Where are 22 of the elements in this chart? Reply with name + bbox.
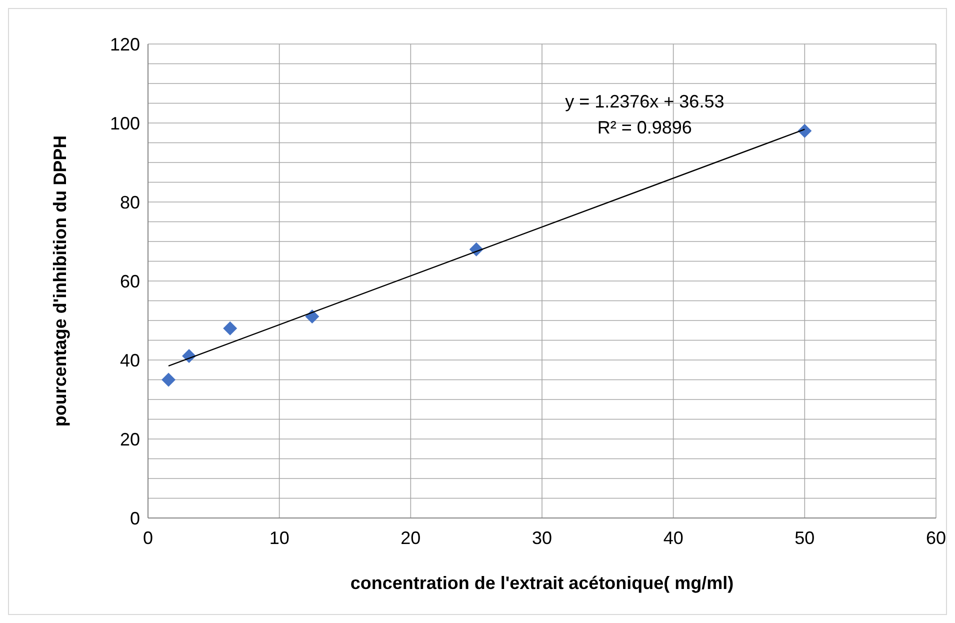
y-tick-label: 40 [120, 350, 140, 370]
point [162, 372, 176, 387]
x-tick-label: 30 [532, 528, 552, 548]
y-tick-label: 80 [120, 192, 140, 212]
x-tick-label: 40 [663, 528, 684, 548]
x-tick-label: 20 [400, 528, 421, 548]
point [305, 310, 320, 324]
x-tick-label: 10 [269, 528, 290, 548]
y-tick-label: 20 [120, 429, 140, 450]
x-tick-label: 50 [794, 528, 815, 548]
point [223, 321, 238, 336]
point [798, 124, 812, 138]
y-tick-label: 100 [110, 113, 140, 134]
annotation: y = 1.2376x + 36.53 [565, 91, 724, 112]
y-tick-label: 120 [110, 34, 140, 54]
y-tick-label: 60 [120, 271, 140, 292]
x-axis-title: concentration de l'extrait acétonique( mg/ml) [350, 573, 734, 593]
y-axis-title: pourcentage d'inhibition du DPPH [50, 135, 70, 427]
x-tick-label: 60 [926, 528, 946, 548]
x-tick-label: 0 [142, 528, 154, 548]
y-tick-label: 0 [130, 508, 140, 528]
annotation: R² = 0.9896 [597, 117, 692, 138]
